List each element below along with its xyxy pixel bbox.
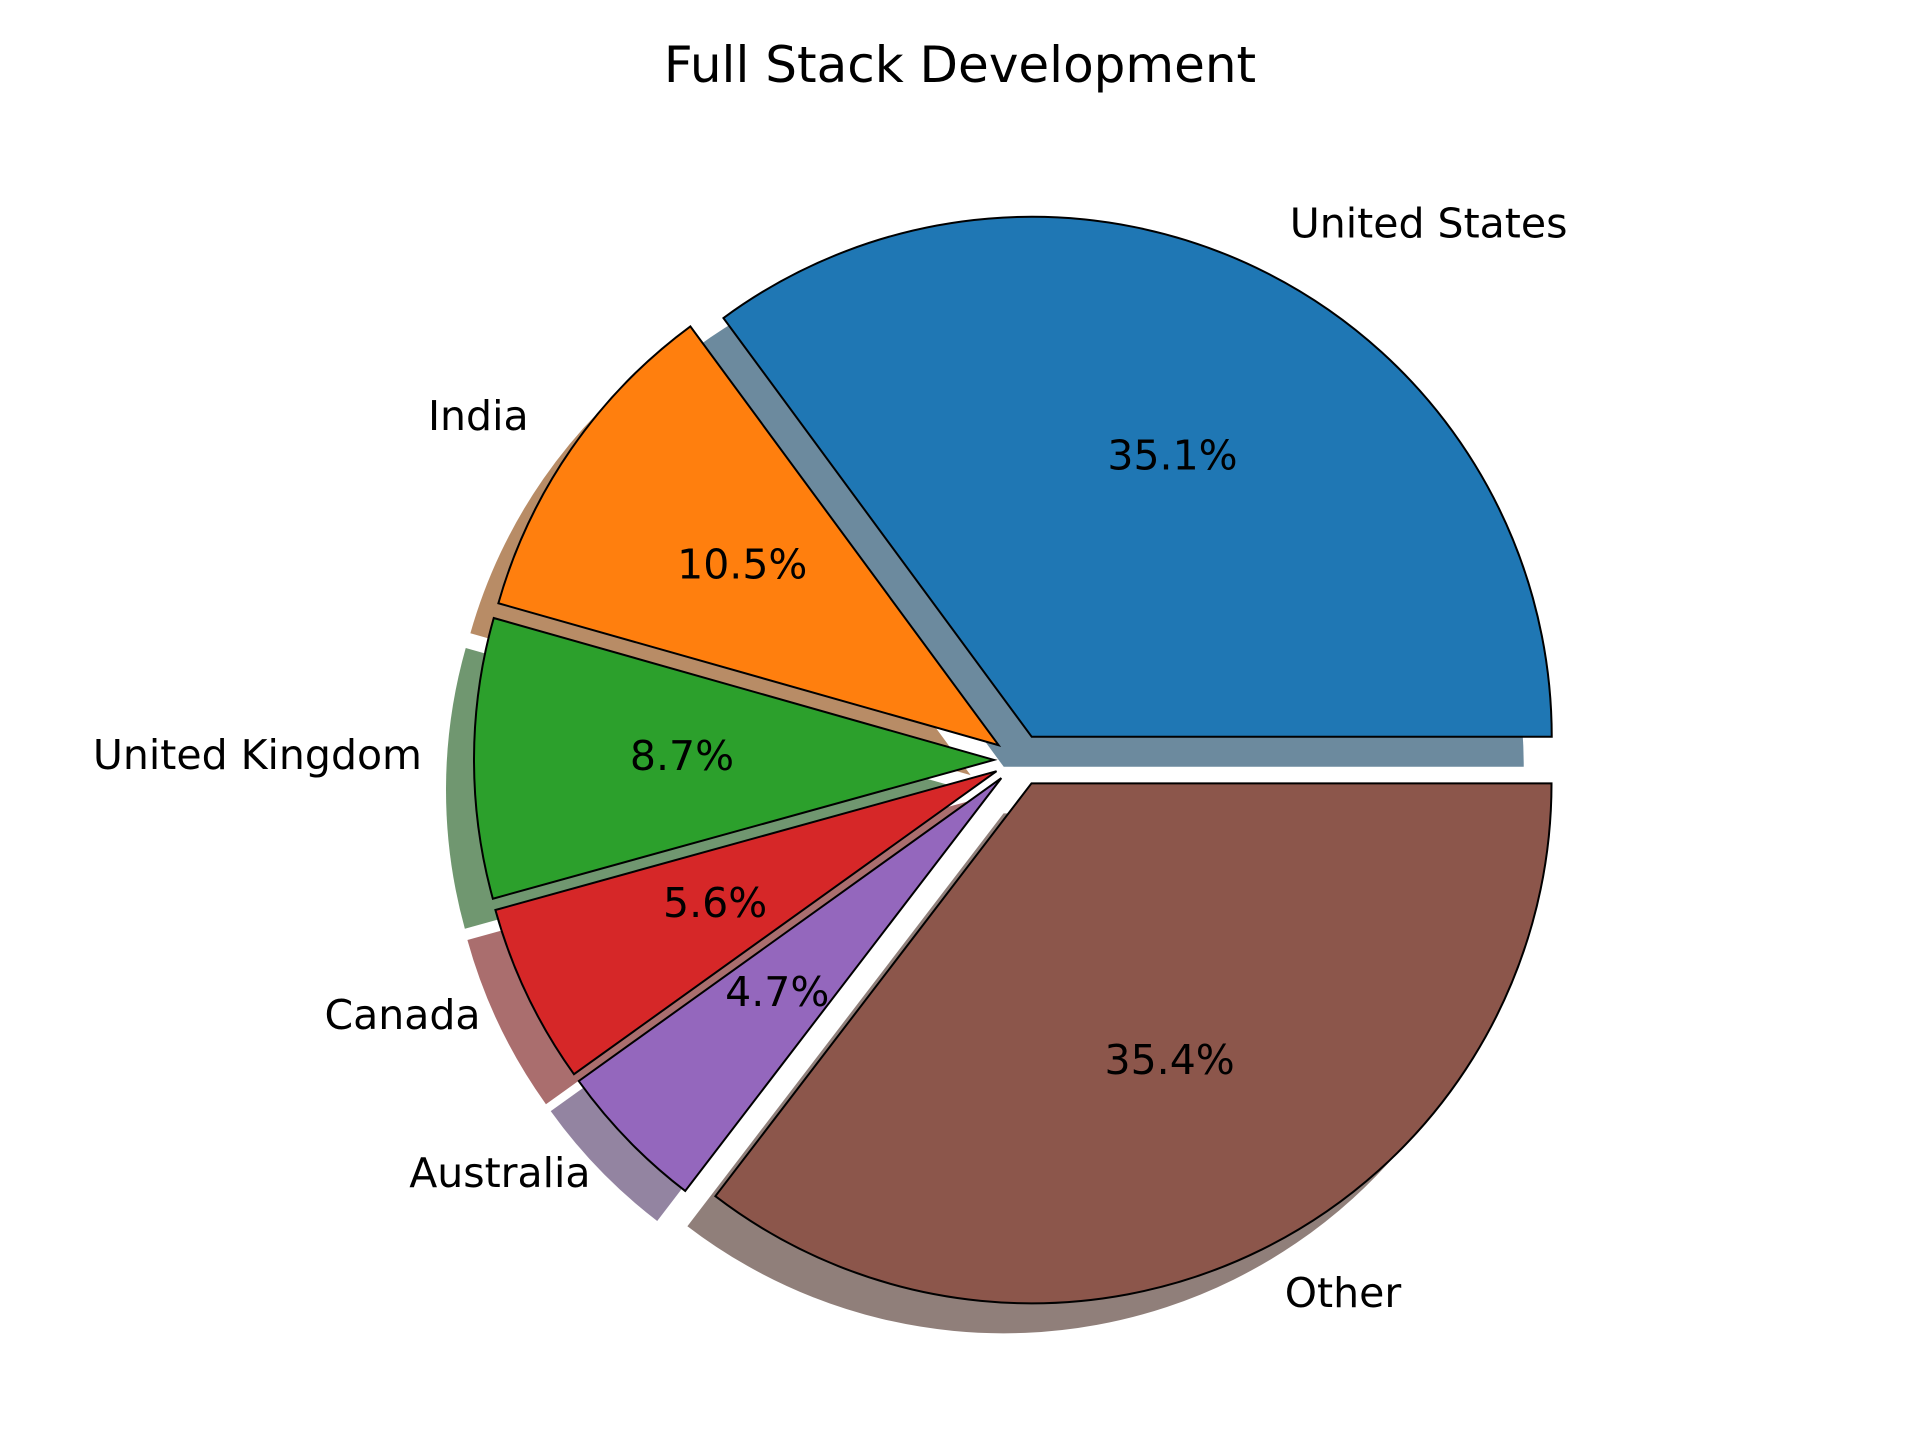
- slice-label: India: [428, 392, 529, 440]
- pie-wedge-united-states: [722, 215, 1553, 738]
- pie-wedge-australia: [577, 777, 1003, 1193]
- slice-label: Canada: [325, 991, 481, 1039]
- percent-label: 35.4%: [1105, 1036, 1235, 1084]
- slice-label: Australia: [409, 1149, 590, 1197]
- percent-label: 10.5%: [677, 540, 807, 588]
- percent-label: 4.7%: [725, 968, 829, 1016]
- pie-wedge-india: [497, 325, 1002, 747]
- slice-label: United Kingdom: [93, 731, 422, 779]
- percent-label: 5.6%: [663, 879, 767, 927]
- slice-label: Other: [1285, 1269, 1402, 1317]
- chart-title: Full Stack Development: [663, 36, 1257, 94]
- percent-label: 35.1%: [1107, 431, 1237, 479]
- pie-wedge-other: [713, 782, 1553, 1305]
- slice-label: United States: [1290, 199, 1568, 247]
- percent-label: 8.7%: [630, 732, 734, 780]
- pie-wedge-canada: [494, 770, 998, 1076]
- pie-wedge-united-kingdom: [473, 616, 998, 900]
